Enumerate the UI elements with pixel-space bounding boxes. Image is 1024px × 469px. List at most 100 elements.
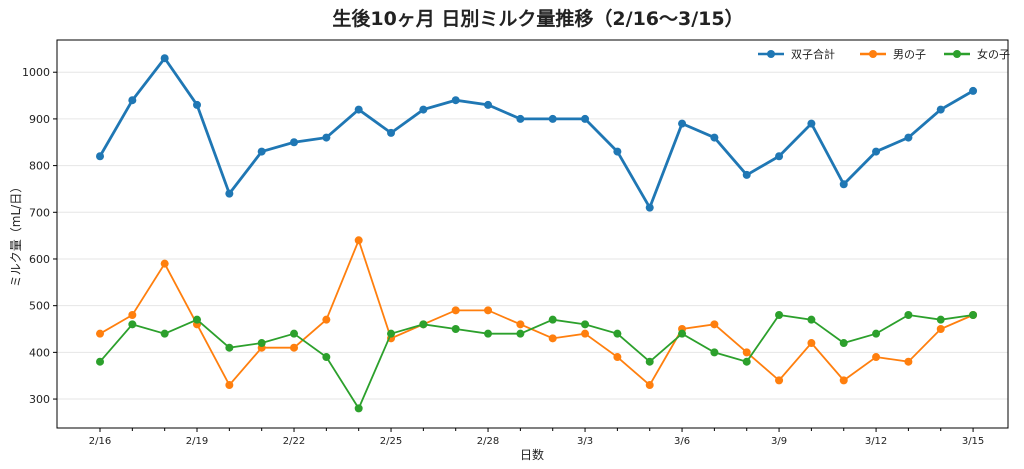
- legend-label: 女の子: [977, 47, 1010, 61]
- data-point: [516, 329, 525, 338]
- x-tick-label: 3/15: [962, 436, 984, 447]
- x-tick-label: 3/9: [771, 436, 787, 447]
- data-point: [193, 315, 202, 324]
- chart-title: 生後10ヶ月 日別ミルク量推移（2/16〜3/15）: [332, 7, 743, 30]
- legend-marker: [953, 50, 961, 58]
- data-point: [742, 357, 751, 366]
- data-point: [128, 96, 137, 105]
- legend-marker: [767, 50, 775, 58]
- data-point: [645, 357, 654, 366]
- y-tick-label: 500: [29, 300, 50, 313]
- data-point: [678, 119, 687, 128]
- data-point: [548, 114, 557, 123]
- data-point: [807, 339, 816, 348]
- data-point: [128, 311, 137, 320]
- data-point: [322, 353, 331, 362]
- data-point: [354, 404, 363, 413]
- data-point: [904, 133, 913, 142]
- data-point: [451, 96, 460, 105]
- data-point: [516, 320, 525, 329]
- data-point: [387, 128, 396, 137]
- data-point: [354, 105, 363, 114]
- data-point: [807, 119, 816, 128]
- x-tick-label: 2/19: [186, 436, 208, 447]
- data-point: [645, 203, 654, 212]
- series-line: [98, 55, 974, 211]
- x-tick-label: 2/25: [380, 436, 402, 447]
- y-tick-label: 300: [29, 393, 50, 406]
- data-point: [872, 329, 881, 338]
- data-point: [96, 152, 105, 161]
- data-point: [290, 138, 299, 147]
- data-point: [354, 236, 363, 245]
- legend-label: 男の子: [893, 48, 926, 61]
- data-point: [387, 329, 396, 338]
- x-tick-label: 2/16: [89, 436, 111, 447]
- data-point: [484, 329, 493, 338]
- data-point: [678, 329, 687, 338]
- data-point: [710, 348, 719, 357]
- y-tick-label: 600: [29, 253, 50, 266]
- data-point: [484, 100, 493, 109]
- plot-frame: [56, 39, 1009, 429]
- data-point: [225, 189, 234, 198]
- data-point: [322, 315, 331, 324]
- data-point: [839, 376, 848, 385]
- data-point: [290, 343, 299, 352]
- data-point: [160, 54, 169, 63]
- y-tick-label: 700: [29, 206, 50, 219]
- data-point: [839, 180, 848, 189]
- data-point: [322, 133, 331, 142]
- data-point: [839, 339, 848, 348]
- legend: 双子合計 男の子 女の子: [758, 47, 1010, 61]
- data-point: [613, 329, 622, 338]
- legend-marker: [869, 50, 877, 58]
- data-point: [581, 320, 590, 329]
- data-point: [969, 311, 978, 320]
- data-point: [225, 381, 234, 390]
- y-tick-label: 900: [29, 113, 50, 126]
- data-point: [128, 320, 137, 329]
- x-tick-label: 3/12: [865, 436, 887, 447]
- data-point: [936, 315, 945, 324]
- data-point: [872, 147, 881, 156]
- data-point: [160, 259, 169, 268]
- y-axis-label: ミルク量（mL/日）: [9, 181, 23, 287]
- legend-label: 双子合計: [791, 47, 835, 61]
- data-point: [290, 329, 299, 338]
- x-tick-label: 3/3: [577, 436, 593, 447]
- data-point: [257, 147, 266, 156]
- data-point: [969, 86, 978, 95]
- x-axis-label: 日数: [520, 447, 544, 462]
- data-point: [742, 170, 751, 179]
- data-point: [775, 152, 784, 161]
- y-tick-label: 1000: [22, 66, 50, 79]
- data-point: [451, 325, 460, 334]
- x-tick-label: 2/28: [477, 436, 499, 447]
- x-tick-label: 3/6: [674, 436, 690, 447]
- data-point: [613, 147, 622, 156]
- series-line: [99, 237, 974, 387]
- data-point: [936, 105, 945, 114]
- data-point: [645, 381, 654, 390]
- data-point: [225, 343, 234, 352]
- data-point: [581, 114, 590, 123]
- y-tick-label: 400: [29, 346, 50, 359]
- data-point: [484, 306, 493, 315]
- data-point: [548, 315, 557, 324]
- series-line: [99, 314, 974, 411]
- data-point: [516, 114, 525, 123]
- data-point: [710, 133, 719, 142]
- data-point: [257, 339, 266, 348]
- data-point: [96, 329, 105, 338]
- data-point: [904, 311, 913, 320]
- data-point: [193, 100, 202, 109]
- data-point: [872, 353, 881, 362]
- data-point: [419, 320, 428, 329]
- y-tick-label: 800: [29, 160, 50, 173]
- data-point: [419, 105, 428, 114]
- data-point: [613, 353, 622, 362]
- data-point: [548, 334, 557, 343]
- data-point: [581, 329, 590, 338]
